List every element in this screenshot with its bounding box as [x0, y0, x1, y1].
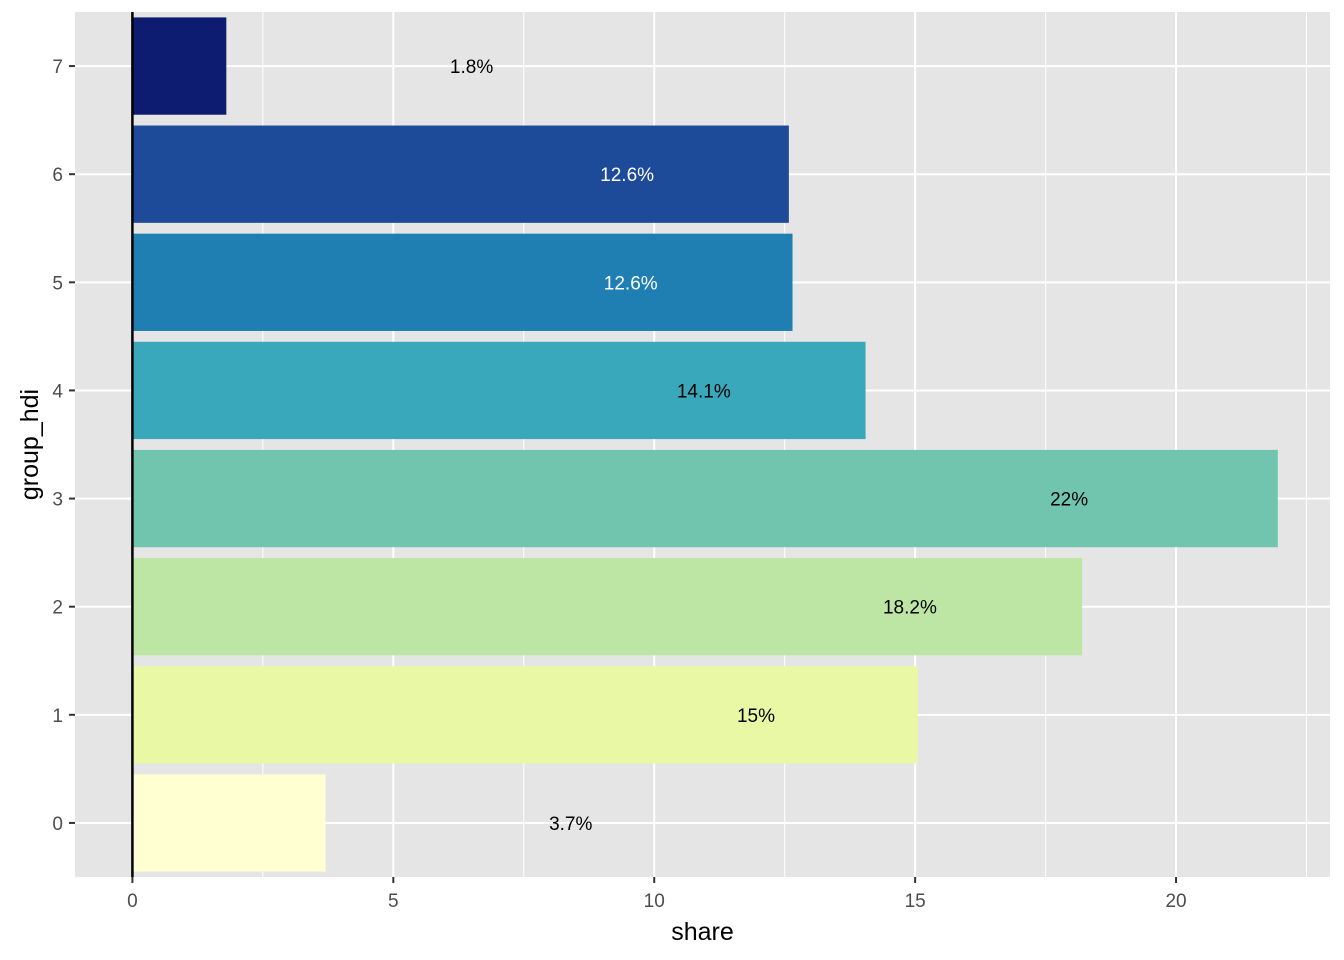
bar-label-1: 15% — [737, 706, 775, 727]
y-axis-title: group_hdi — [16, 389, 44, 500]
bar-1 — [132, 666, 918, 764]
bar-7 — [132, 17, 227, 115]
x-axis-title: share — [671, 918, 734, 946]
y-tick-label: 0 — [52, 814, 63, 835]
bar-label-3: 22% — [1050, 490, 1088, 511]
y-tick-label: 3 — [52, 490, 63, 511]
bar-2 — [132, 558, 1083, 656]
y-tick-label: 6 — [52, 165, 63, 186]
bar-3 — [132, 449, 1278, 548]
bar-0 — [132, 774, 326, 872]
y-axis: 0 1 2 3 4 5 6 7 — [52, 57, 75, 835]
x-tick-label: 0 — [127, 891, 138, 912]
bar-label-4: 14.1% — [677, 381, 731, 402]
y-tick-label: 4 — [52, 381, 63, 402]
bar-6 — [132, 125, 789, 223]
bar-label-6: 12.6% — [600, 165, 654, 186]
bar-4 — [132, 341, 866, 440]
y-tick-label: 5 — [52, 273, 63, 294]
y-tick-label: 7 — [52, 57, 63, 78]
bar-labels: 3.7% 15% 18.2% 22% 14.1% 12.6% 12.6% 1.8% — [450, 57, 1088, 835]
bar-label-7: 1.8% — [450, 57, 493, 78]
bars — [132, 17, 1278, 872]
bar-label-2: 18.2% — [883, 598, 937, 619]
x-tick-label: 5 — [388, 891, 399, 912]
x-tick-label: 10 — [644, 891, 665, 912]
x-tick-label: 20 — [1165, 891, 1186, 912]
x-axis: 0 5 10 15 20 — [127, 877, 1187, 912]
x-tick-label: 15 — [905, 891, 926, 912]
y-tick-label: 1 — [52, 706, 63, 727]
bar-label-5: 12.6% — [604, 273, 658, 294]
y-tick-label: 2 — [52, 598, 63, 619]
bar-5 — [132, 233, 793, 331]
bar-label-0: 3.7% — [549, 814, 592, 835]
